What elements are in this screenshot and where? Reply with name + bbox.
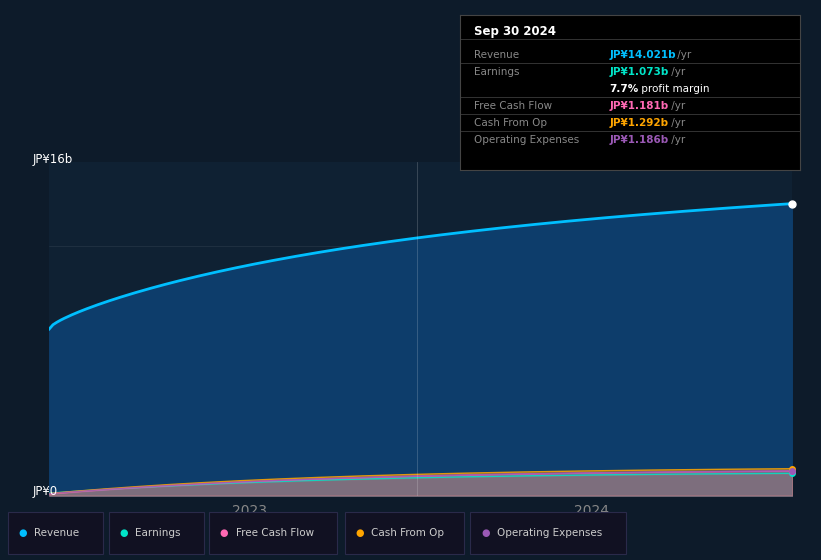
- Text: /yr: /yr: [674, 49, 691, 59]
- Text: Revenue: Revenue: [34, 529, 80, 538]
- Text: /yr: /yr: [668, 67, 686, 77]
- Text: 7.7%: 7.7%: [610, 83, 639, 94]
- Text: Operating Expenses: Operating Expenses: [497, 529, 602, 538]
- Text: JP¥1.292b: JP¥1.292b: [610, 118, 669, 128]
- Text: JP¥1.073b: JP¥1.073b: [610, 67, 669, 77]
- Text: /yr: /yr: [668, 118, 686, 128]
- Text: ●: ●: [355, 529, 364, 538]
- Text: /yr: /yr: [668, 135, 686, 145]
- Text: Cash From Op: Cash From Op: [474, 118, 547, 128]
- Text: /yr: /yr: [668, 101, 686, 111]
- Text: ●: ●: [19, 529, 27, 538]
- Text: Free Cash Flow: Free Cash Flow: [236, 529, 314, 538]
- Text: ●: ●: [120, 529, 128, 538]
- Text: ●: ●: [220, 529, 228, 538]
- Text: ●: ●: [481, 529, 489, 538]
- Text: JP¥14.021b: JP¥14.021b: [610, 49, 677, 59]
- Text: Revenue: Revenue: [474, 49, 519, 59]
- Text: Earnings: Earnings: [474, 67, 519, 77]
- Text: profit margin: profit margin: [639, 83, 710, 94]
- Text: JP¥1.181b: JP¥1.181b: [610, 101, 669, 111]
- Text: JP¥1.186b: JP¥1.186b: [610, 135, 669, 145]
- Text: Earnings: Earnings: [135, 529, 181, 538]
- Text: Operating Expenses: Operating Expenses: [474, 135, 579, 145]
- Text: Cash From Op: Cash From Op: [371, 529, 444, 538]
- Text: Sep 30 2024: Sep 30 2024: [474, 25, 556, 38]
- Text: JP¥16b: JP¥16b: [33, 153, 73, 166]
- Text: Free Cash Flow: Free Cash Flow: [474, 101, 552, 111]
- Text: JP¥0: JP¥0: [33, 485, 58, 498]
